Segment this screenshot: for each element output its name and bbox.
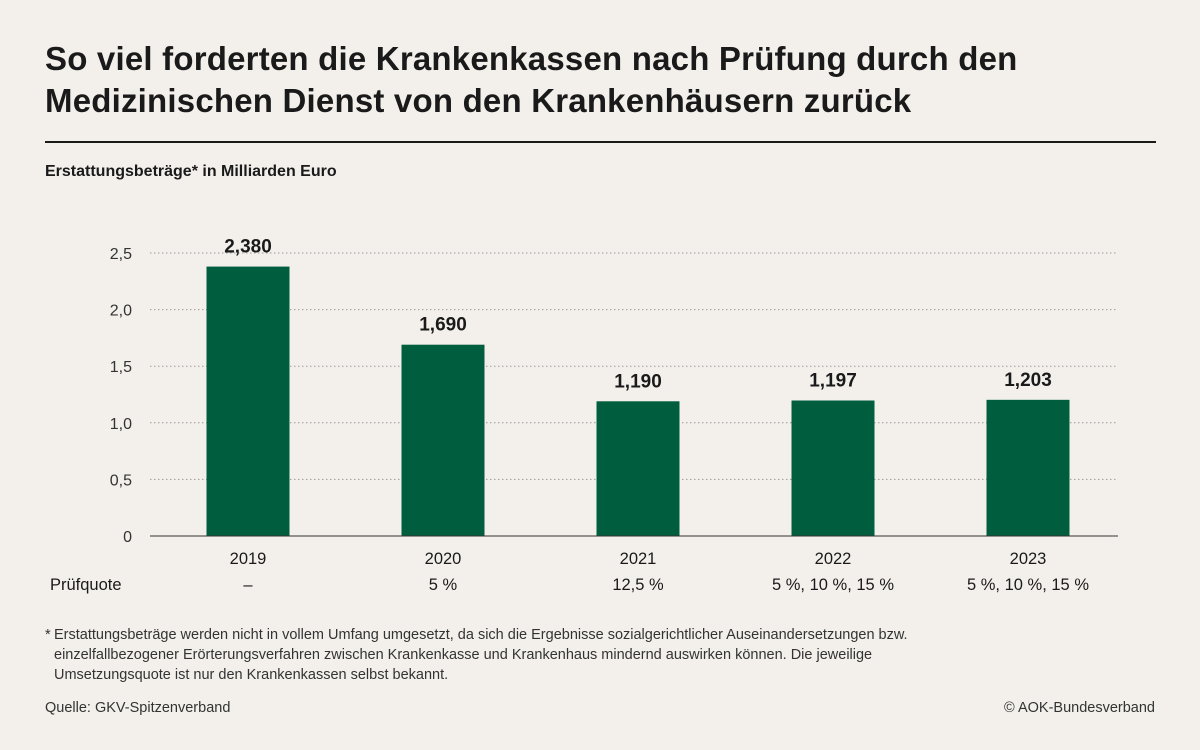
x-tick-label-2019: 2019 (230, 550, 267, 568)
copyright-note: © AOK-Bundesverband (1004, 700, 1155, 716)
y-tick-label: 1,5 (110, 359, 132, 376)
pruefquote-row-label: Prüfquote (50, 576, 122, 594)
y-tick-label: 2,0 (110, 303, 132, 320)
data-label-2023: 1,203 (1004, 370, 1052, 391)
chart-subtitle: Erstattungsbeträge* in Milliarden Euro (45, 163, 337, 180)
pruefquote-row: Prüfquote – 5 % 12,5 % 5 %, 10 %, 15 % 5 %, 1… (50, 576, 1089, 594)
data-label-2022: 1,197 (809, 370, 857, 391)
data-label-2021: 1,190 (614, 371, 662, 392)
pruefquote-2023: 5 %, 10 %, 15 % (967, 576, 1089, 594)
y-tick-label: 0,5 (110, 472, 132, 489)
x-axis-ticks: 2019 2020 2021 2022 2023 (230, 550, 1047, 568)
y-tick-label: 2,5 (110, 246, 132, 263)
data-label-2020: 1,690 (419, 315, 467, 336)
footnote-text: Erstattungsbeträge werden nicht in volle… (54, 627, 908, 683)
footnote: * Erstattungsbeträge werden nicht in vol… (45, 625, 945, 685)
footnote-marker: * (45, 627, 51, 643)
bar-2022 (791, 400, 875, 536)
pruefquote-2019: – (243, 576, 253, 594)
bar-2021 (596, 401, 680, 536)
pruefquote-2021: 12,5 % (612, 576, 664, 594)
bar-2020 (401, 344, 485, 536)
pruefquote-2022: 5 %, 10 %, 15 % (772, 576, 894, 594)
bar-chart: 0 0,5 1,0 1,5 2,0 2,5 2,380 1,690 1,190 1,197 1,2… (50, 237, 1118, 594)
data-label-2019: 2,380 (224, 237, 272, 258)
y-axis-ticks: 0 0,5 1,0 1,5 2,0 2,5 (110, 246, 132, 546)
bar-2019 (206, 266, 290, 536)
x-tick-label-2023: 2023 (1010, 550, 1047, 568)
y-tick-label: 0 (123, 529, 132, 546)
y-tick-label: 1,0 (110, 416, 132, 433)
value-labels: 2,380 1,690 1,190 1,197 1,203 (224, 237, 1052, 393)
x-tick-label-2022: 2022 (815, 550, 852, 568)
x-tick-label-2021: 2021 (620, 550, 657, 568)
chart-title: So viel forderten die Krankenkassen nach… (45, 40, 1018, 119)
source-note: Quelle: GKV-Spitzenverband (45, 700, 231, 716)
bars (206, 266, 1070, 536)
bar-2023 (986, 399, 1070, 536)
title-divider (45, 141, 1156, 143)
pruefquote-2020: 5 % (429, 576, 458, 594)
x-tick-label-2020: 2020 (425, 550, 462, 568)
